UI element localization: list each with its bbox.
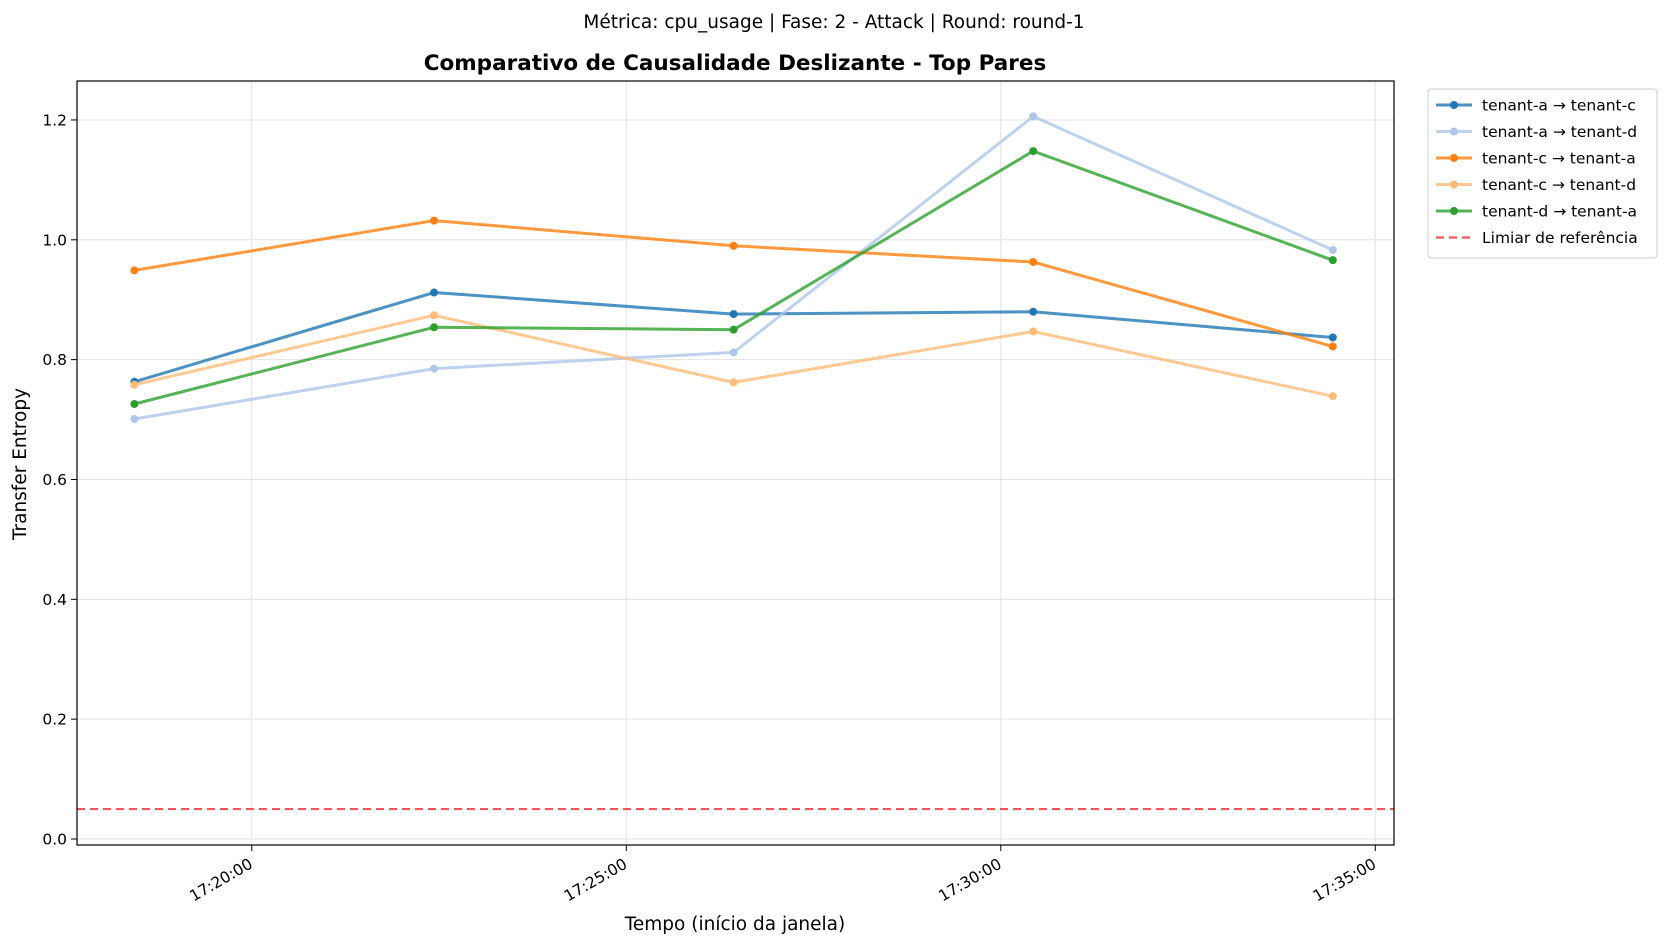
chart-title: Comparativo de Causalidade Deslizante - …	[424, 51, 1047, 76]
y-tick-label: 0.4	[42, 591, 67, 609]
data-point	[430, 288, 439, 297]
legend: tenant-a → tenant-c tenant-a → tenant-d te…	[1427, 88, 1658, 259]
legend-marker	[1450, 127, 1458, 136]
data-point	[130, 380, 139, 389]
y-tick-label: 1.0	[42, 231, 67, 249]
data-point	[729, 241, 738, 250]
data-point	[1029, 307, 1038, 316]
data-point	[130, 266, 139, 275]
legend-label: Limiar de referência	[1482, 229, 1638, 247]
legend-label: tenant-d → tenant-a	[1482, 203, 1637, 221]
x-tick-label: 17:20:00	[186, 855, 255, 905]
suptitle: Métrica: cpu_usage | Fase: 2 - Attack | …	[583, 12, 1084, 33]
x-axis-ticks: 17:20:00 17:25:00 17:30:00 17:35:00	[186, 845, 1379, 905]
legend-label: tenant-a → tenant-c	[1482, 97, 1636, 115]
legend-label: tenant-a → tenant-d	[1482, 123, 1637, 141]
series-line	[132, 149, 1335, 406]
series-line	[132, 291, 1335, 384]
data-point	[1328, 392, 1337, 401]
data-point	[1328, 333, 1337, 342]
legend-label: tenant-c → tenant-d	[1482, 176, 1636, 194]
data-point	[130, 399, 139, 408]
data-point	[430, 364, 439, 373]
data-point	[430, 216, 439, 225]
data-point	[1328, 245, 1337, 254]
data-point	[729, 310, 738, 319]
data-point	[430, 323, 439, 332]
series-layer	[130, 112, 1337, 423]
legend-marker	[1450, 101, 1458, 109]
y-tick-label: 1.2	[42, 111, 67, 129]
x-axis-label: Tempo (início da janela)	[624, 914, 845, 935]
data-point	[1029, 257, 1038, 266]
data-point	[1029, 327, 1038, 336]
legend-box	[1427, 88, 1658, 259]
legend-label: tenant-c → tenant-a	[1482, 150, 1636, 168]
x-tick-label: 17:25:00	[561, 855, 630, 905]
y-tick-label: 0.8	[42, 351, 67, 369]
y-tick-label: 0.6	[42, 471, 67, 489]
data-point	[729, 348, 738, 357]
data-point	[1029, 112, 1038, 121]
data-point	[1029, 147, 1038, 156]
data-point	[1328, 342, 1337, 351]
y-axis-ticks: 0.0 0.2 0.4 0.6 0.8 1.0 1.2	[42, 111, 77, 849]
data-point	[430, 311, 439, 320]
data-point	[729, 325, 738, 334]
y-tick-label: 0.2	[42, 711, 67, 729]
legend-marker	[1450, 207, 1458, 215]
series-line	[132, 114, 1335, 421]
y-axis-label: Transfer Entropy	[10, 388, 31, 541]
legend-marker	[1450, 180, 1458, 189]
data-point	[1328, 256, 1337, 265]
data-point	[130, 414, 139, 423]
x-tick-label: 17:30:00	[935, 855, 1004, 905]
grid	[77, 81, 1394, 845]
data-point	[729, 378, 738, 387]
legend-marker	[1450, 154, 1458, 162]
axes-frame	[76, 80, 1395, 846]
y-tick-label: 0.0	[42, 831, 67, 849]
x-tick-label: 17:35:00	[1310, 855, 1379, 905]
plot-area: 17:20:00 17:25:00 17:30:00 17:35:00 0.00.20…	[42, 80, 1395, 905]
